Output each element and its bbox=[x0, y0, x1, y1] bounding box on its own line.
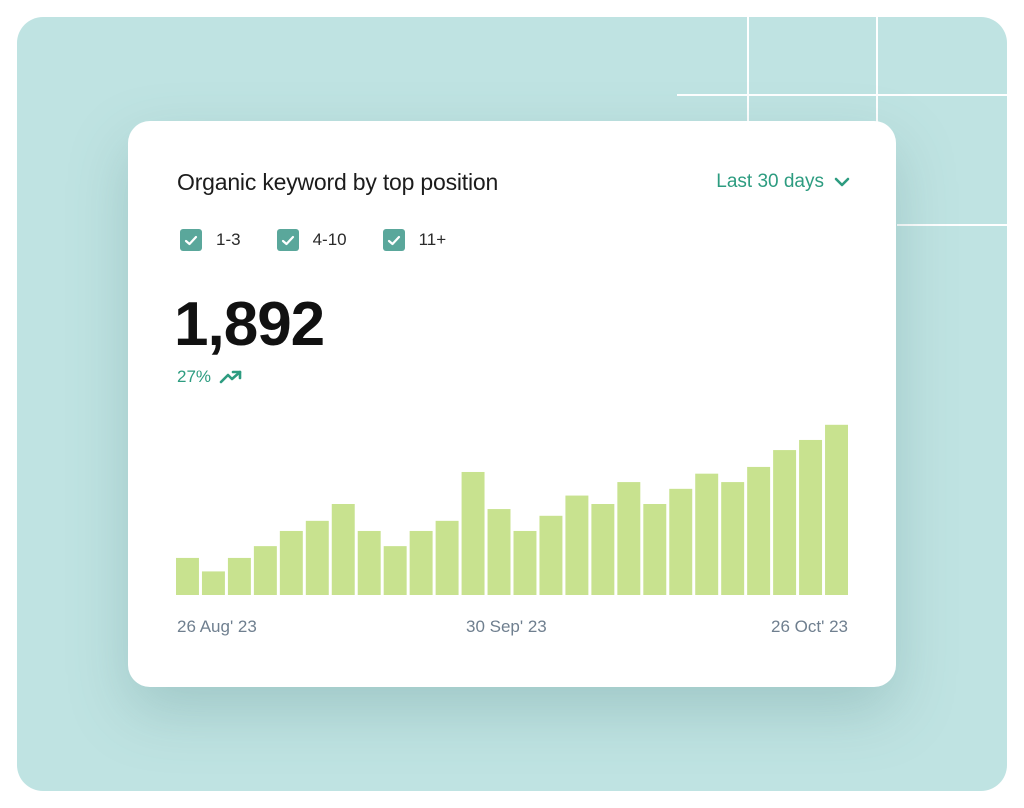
x-axis-label-end: 26 Oct' 23 bbox=[771, 617, 848, 636]
bar-14 bbox=[513, 530, 537, 595]
filter-1-3[interactable]: 1-3 bbox=[180, 229, 241, 251]
checkbox-checked-icon[interactable] bbox=[180, 229, 202, 251]
bar-18 bbox=[617, 482, 641, 595]
bar-17 bbox=[591, 504, 615, 595]
trend-up-icon bbox=[219, 370, 242, 384]
bar-25 bbox=[799, 439, 823, 595]
decor-line bbox=[897, 224, 1007, 226]
bar-16 bbox=[565, 495, 589, 595]
card-title: Organic keyword by top position bbox=[177, 169, 499, 195]
total-keywords-value: 1,892 bbox=[174, 290, 325, 359]
bar-chart bbox=[176, 424, 848, 595]
bar-24 bbox=[773, 450, 797, 595]
keyword-card: Organic keyword by top position Last 30 … bbox=[128, 121, 896, 687]
bar-1 bbox=[176, 557, 199, 595]
bar-15 bbox=[539, 515, 563, 595]
chevron-down-icon bbox=[834, 177, 850, 187]
x-axis-label-middle: 30 Sep' 23 bbox=[466, 617, 547, 636]
filter-4-10[interactable]: 4-10 bbox=[276, 229, 347, 251]
bar-22 bbox=[721, 482, 745, 595]
bar-12 bbox=[461, 471, 485, 595]
filter-label: 11+ bbox=[418, 230, 447, 249]
date-range-label: Last 30 days bbox=[716, 171, 824, 192]
bar-6 bbox=[305, 520, 329, 595]
bar-2 bbox=[201, 571, 225, 595]
bar-7 bbox=[331, 504, 355, 595]
bar-20 bbox=[669, 488, 693, 595]
filter-11-plus[interactable]: 11+ bbox=[382, 229, 447, 251]
filter-label: 1-3 bbox=[216, 230, 241, 249]
change-indicator: 27% bbox=[177, 367, 243, 387]
bar-23 bbox=[747, 466, 771, 595]
bar-9 bbox=[383, 546, 407, 595]
position-filters: 1-3 4-10 11+ bbox=[180, 229, 446, 251]
filter-label: 4-10 bbox=[312, 230, 347, 249]
bar-3 bbox=[227, 557, 251, 595]
date-range-dropdown[interactable]: Last 30 days bbox=[716, 171, 850, 193]
checkbox-checked-icon[interactable] bbox=[276, 229, 299, 251]
bar-21 bbox=[695, 473, 719, 595]
checkbox-checked-icon[interactable] bbox=[382, 229, 405, 251]
bar-13 bbox=[487, 509, 511, 595]
bar-10 bbox=[409, 530, 433, 595]
change-value: 27% bbox=[177, 367, 212, 386]
bar-4 bbox=[253, 546, 277, 595]
x-axis-label-start: 26 Aug' 23 bbox=[177, 617, 257, 636]
decor-line bbox=[677, 94, 1007, 96]
bar-11 bbox=[435, 520, 459, 595]
bar-19 bbox=[643, 504, 667, 595]
bar-8 bbox=[357, 530, 381, 595]
bar-26 bbox=[825, 424, 848, 595]
bar-5 bbox=[279, 530, 303, 595]
